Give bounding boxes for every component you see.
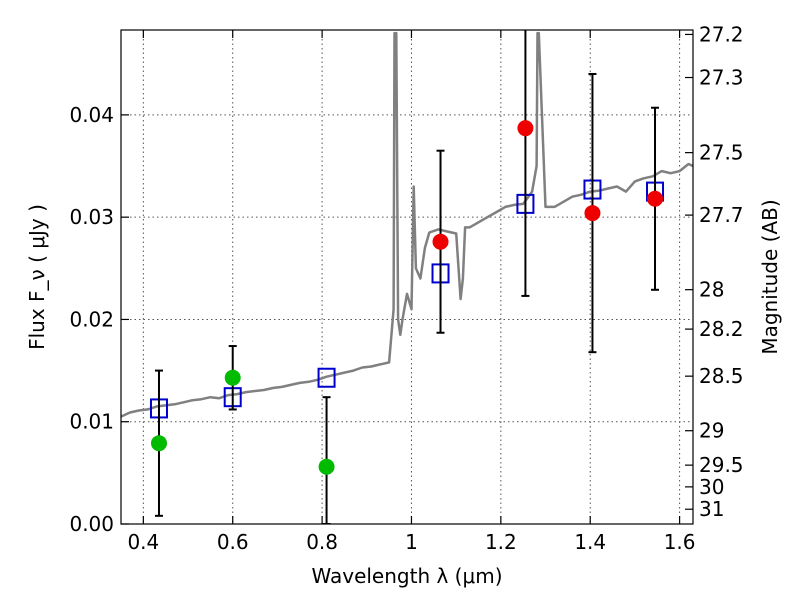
x-tick-label: 0.8 <box>306 530 338 554</box>
spectrum-line <box>121 31 693 418</box>
y2-tick-label: 28.2 <box>699 317 744 341</box>
y2-tick-label: 28.5 <box>699 364 744 388</box>
photometry-point <box>584 205 601 222</box>
photometry-point <box>432 233 449 250</box>
plot-background <box>121 30 693 524</box>
y2-tick-label: 28 <box>699 278 724 302</box>
photometry-point <box>647 190 664 207</box>
x-tick-label: 1.6 <box>664 530 696 554</box>
photometry-point <box>224 369 241 386</box>
y2-tick-label: 27.5 <box>699 141 744 165</box>
model-flux-square <box>317 367 336 388</box>
y2-tick-label: 30 <box>699 475 724 499</box>
y2-tick-label: 29 <box>699 419 724 443</box>
y2-tick-label: 29.5 <box>699 453 744 477</box>
x-tick-label: 0.4 <box>127 530 159 554</box>
data-layer <box>121 30 693 524</box>
x-tick-label: 0.6 <box>217 530 249 554</box>
y2-tick-label: 31 <box>699 497 724 521</box>
x-tick-label: 1 <box>405 530 418 554</box>
y2-tick-label: 27.3 <box>699 66 744 90</box>
y-tick-label: 0.01 <box>69 410 114 434</box>
y2-tick-label: 27.7 <box>699 203 744 227</box>
photometry-point <box>517 120 534 137</box>
y2-tick-label: 27.2 <box>699 22 744 46</box>
x-axis-label: Wavelength λ (μm) <box>311 564 502 588</box>
y-axis-label: Flux F_ν ( μJy ) <box>25 204 49 350</box>
x-tick-label: 1.4 <box>574 530 606 554</box>
x-tick-label: 1.2 <box>485 530 517 554</box>
y2-axis-label: Magnitude (AB) <box>758 199 782 354</box>
y-tick-label: 0.04 <box>69 103 114 127</box>
plot-frame <box>120 29 694 525</box>
y-tick-label: 0.02 <box>69 307 114 331</box>
tick-layer: 0.4 0.6 0.8 1 1.2 1.4 1.6 0.00 0.01 0.02 0.03 0.04 2… <box>69 22 743 554</box>
photometry-point <box>150 435 167 452</box>
y-tick-label: 0.00 <box>69 512 114 536</box>
photometry-point <box>318 458 335 475</box>
y-tick-label: 0.03 <box>69 205 114 229</box>
